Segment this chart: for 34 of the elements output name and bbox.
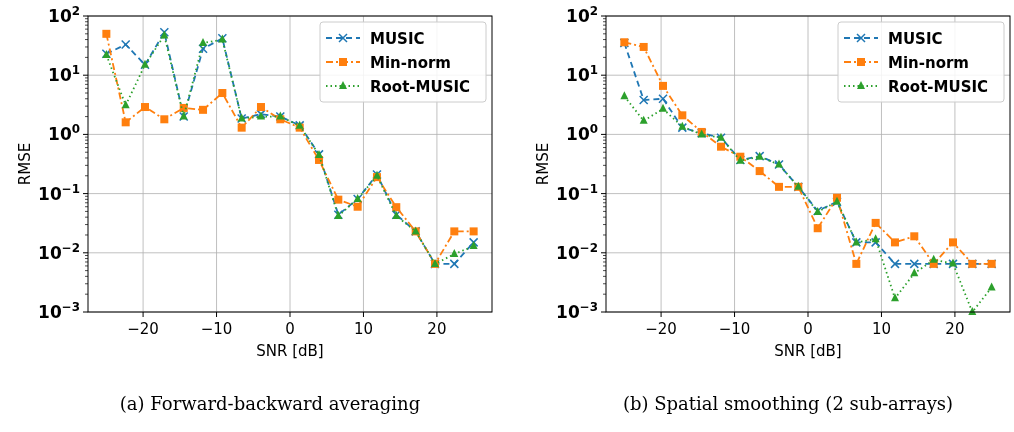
x-axis-title: SNR [dB] xyxy=(256,342,324,360)
y-tick-label: 10$^{−2}$ xyxy=(556,240,598,263)
y-tick-label: 10$^{0}$ xyxy=(566,122,598,145)
x-tick-label: 10 xyxy=(871,320,891,338)
y-tick-label: 10$^{−3}$ xyxy=(38,300,80,322)
text: (a) Forward-backward averaging xyxy=(119,393,421,414)
y-tick-label: 10$^{−2}$ xyxy=(38,240,80,263)
text: (b) Spatial smoothing (2 sub-arrays) xyxy=(622,393,954,414)
x-tick-label: −20 xyxy=(645,320,677,338)
x-tick-label: 0 xyxy=(803,320,813,338)
legend-label: Root-MUSIC xyxy=(888,78,989,96)
legend-label: Min-norm xyxy=(370,54,451,72)
y-tick-label: 10$^{0}$ xyxy=(48,122,80,145)
legend-label: MUSIC xyxy=(370,30,425,48)
y-tick-label: 10$^{−3}$ xyxy=(556,300,598,322)
x-tick-label: −10 xyxy=(200,320,233,338)
legend-label: MUSIC xyxy=(888,30,943,48)
y-axis-title: RMSE xyxy=(534,142,552,186)
x-tick-label: 0 xyxy=(285,320,295,338)
y-tick-label: 10$^{−1}$ xyxy=(556,181,598,204)
y-tick-label: 10$^{1}$ xyxy=(48,63,80,86)
x-tick-label: −10 xyxy=(718,320,751,338)
legend-label: Min-norm xyxy=(888,54,969,72)
y-axis-title: RMSE xyxy=(16,142,34,186)
legend-label: Root-MUSIC xyxy=(370,78,471,96)
y-tick-label: 10$^{2}$ xyxy=(48,4,80,26)
x-tick-label: 10 xyxy=(353,320,373,338)
y-tick-label: 10$^{2}$ xyxy=(566,4,598,26)
y-tick-label: 10$^{1}$ xyxy=(566,63,598,86)
x-tick-label: −20 xyxy=(127,320,159,338)
x-axis-title: SNR [dB] xyxy=(774,342,842,360)
x-tick-label: 20 xyxy=(427,320,447,338)
y-tick-label: 10$^{−1}$ xyxy=(38,181,80,204)
x-tick-label: 20 xyxy=(945,320,965,338)
